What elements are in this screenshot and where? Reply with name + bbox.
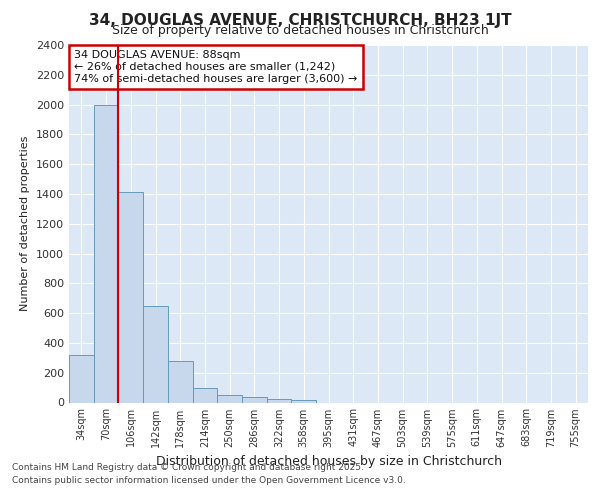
Bar <box>193 388 217 402</box>
Bar <box>217 395 242 402</box>
Bar <box>143 306 168 402</box>
Bar <box>118 192 143 402</box>
Bar <box>69 355 94 403</box>
Bar <box>267 399 292 402</box>
Bar <box>242 396 267 402</box>
Text: 34, DOUGLAS AVENUE, CHRISTCHURCH, BH23 1JT: 34, DOUGLAS AVENUE, CHRISTCHURCH, BH23 1… <box>89 12 511 28</box>
Text: Contains HM Land Registry data © Crown copyright and database right 2025.: Contains HM Land Registry data © Crown c… <box>12 464 364 472</box>
Bar <box>94 104 118 403</box>
Y-axis label: Number of detached properties: Number of detached properties <box>20 136 31 312</box>
Bar <box>292 400 316 402</box>
Text: 34 DOUGLAS AVENUE: 88sqm
← 26% of detached houses are smaller (1,242)
74% of sem: 34 DOUGLAS AVENUE: 88sqm ← 26% of detach… <box>74 50 358 84</box>
Bar <box>168 361 193 403</box>
Text: Size of property relative to detached houses in Christchurch: Size of property relative to detached ho… <box>112 24 488 37</box>
Text: Contains public sector information licensed under the Open Government Licence v3: Contains public sector information licen… <box>12 476 406 485</box>
X-axis label: Distribution of detached houses by size in Christchurch: Distribution of detached houses by size … <box>155 455 502 468</box>
